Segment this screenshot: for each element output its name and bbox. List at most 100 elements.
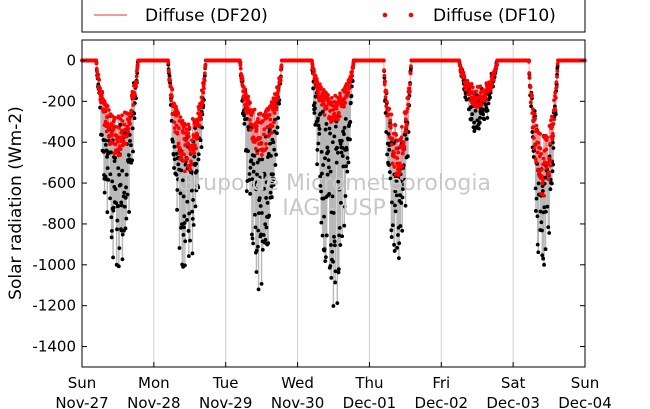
df10-point (166, 60, 171, 65)
df10-point (548, 163, 553, 168)
black-point (179, 225, 183, 230)
x-tick-weekday-5: Fri (432, 374, 450, 392)
black-point (247, 172, 252, 176)
black-point (346, 160, 351, 165)
df10-point (274, 107, 279, 112)
black-point (196, 152, 201, 157)
black-point (542, 205, 547, 210)
df10-point (135, 62, 140, 67)
black-point (336, 270, 341, 275)
df10-point (395, 156, 400, 161)
watermark: Grupo de Micrometeorologia IAG - USP (177, 171, 491, 221)
black-point (486, 101, 491, 106)
black-point (536, 250, 541, 255)
df10-point (343, 100, 348, 105)
black-point (265, 200, 270, 205)
black-point (343, 117, 348, 121)
black-point (266, 241, 271, 245)
black-point (122, 190, 127, 195)
black-point (546, 225, 551, 230)
df10-point (279, 63, 284, 68)
black-point (103, 138, 108, 143)
df10-point (334, 106, 339, 111)
df10-point (259, 153, 264, 157)
df10-point (262, 127, 267, 132)
black-point (345, 169, 350, 174)
black-point (551, 146, 556, 150)
df10-point (169, 98, 173, 103)
df10-point (247, 118, 252, 122)
df10-point (350, 69, 355, 74)
black-point (323, 259, 328, 264)
y-tick-label-5: -1000 (32, 256, 76, 274)
black-point (535, 214, 540, 219)
df10-point (188, 167, 193, 172)
black-point (248, 165, 253, 170)
black-point (130, 158, 134, 163)
df10-point (203, 63, 208, 68)
df10-point (253, 146, 258, 151)
black-point (393, 209, 398, 214)
black-point (180, 178, 185, 183)
df10-point (550, 114, 554, 119)
df10-point (342, 104, 346, 109)
df10-point (534, 160, 539, 165)
df10-point (408, 82, 412, 87)
df10-point (274, 104, 278, 109)
df10-point (264, 146, 269, 151)
df10-point (478, 84, 483, 89)
df10-point (394, 133, 399, 137)
df10-point (186, 134, 191, 139)
df10-point (483, 97, 488, 102)
df10-point (117, 126, 122, 130)
legend-box (81, 0, 586, 33)
df10-point (549, 118, 553, 123)
df10-point (527, 75, 532, 79)
black-point (178, 191, 183, 196)
df10-point (185, 156, 190, 161)
df10-point (467, 92, 472, 97)
df10-point (533, 157, 538, 162)
y-tick-label-7: -1400 (32, 338, 76, 356)
df10-point (470, 85, 475, 90)
black-point (534, 196, 539, 201)
df10-point (533, 143, 538, 148)
df10-point (123, 141, 128, 146)
black-point (540, 184, 545, 188)
black-point (329, 243, 333, 247)
df10-point (408, 71, 413, 76)
black-point (271, 140, 276, 145)
df10-point (111, 124, 115, 128)
black-point (333, 280, 338, 285)
black-point (254, 248, 259, 253)
black-point (326, 158, 331, 163)
df10-point (195, 135, 200, 139)
x-tick-weekday-0: Sun (68, 374, 97, 392)
df10-point (331, 107, 336, 112)
df10-point (102, 99, 107, 104)
black-point (106, 177, 111, 182)
df10-point (129, 112, 134, 116)
black-point (385, 152, 390, 157)
df10-point (534, 123, 539, 128)
black-point (320, 233, 325, 238)
df10-point (400, 124, 404, 129)
df10-point (270, 124, 275, 129)
black-point (124, 185, 128, 190)
x-axis: Sun Nov-27 Mon Nov-28 Tue Nov-29 Wed Nov-30 Thu D… (55, 40, 612, 409)
black-point (274, 152, 278, 157)
black-point (108, 172, 113, 177)
black-point (118, 182, 123, 187)
black-point (122, 204, 127, 209)
df10-point (329, 95, 334, 100)
black-point (117, 246, 122, 251)
black-point (100, 133, 104, 137)
black-point (319, 189, 323, 194)
df10-point (347, 85, 352, 90)
df10-point (401, 140, 406, 145)
black-point (485, 108, 490, 113)
black-point (540, 253, 545, 258)
df10-point (266, 108, 271, 112)
black-point (118, 122, 123, 127)
black-point (540, 228, 544, 233)
